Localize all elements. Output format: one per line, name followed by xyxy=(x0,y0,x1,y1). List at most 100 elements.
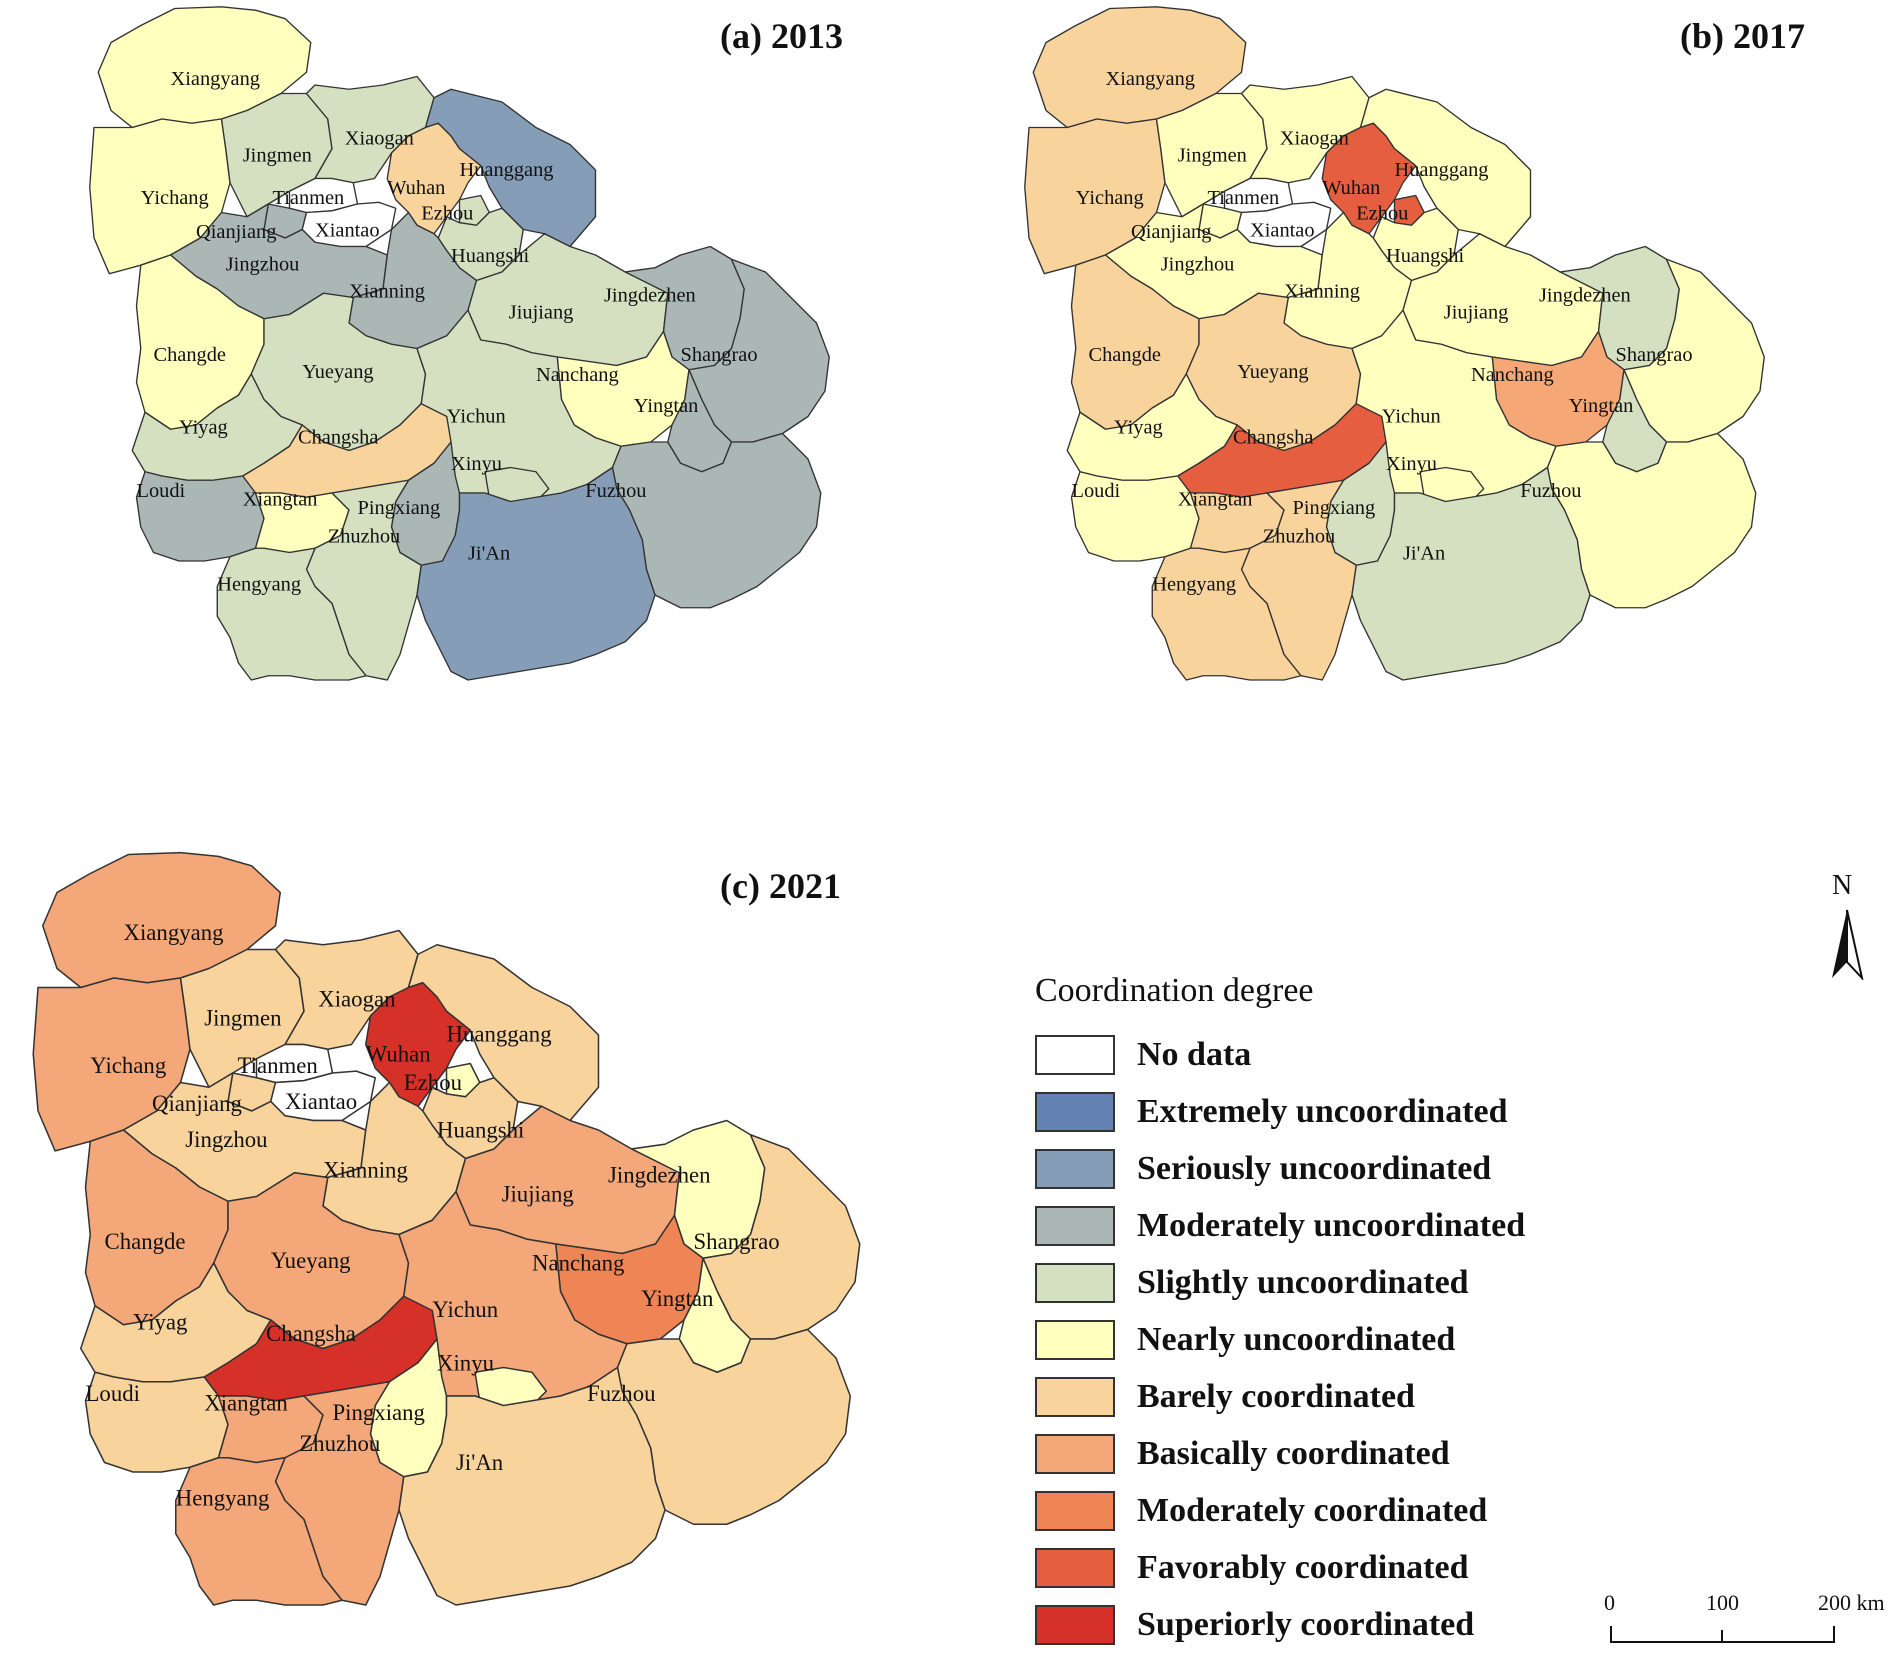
city-label-wuhan: Wuhan xyxy=(366,1042,432,1067)
city-label-yichun: Yichun xyxy=(1382,405,1441,427)
city-label-changsha: Changsha xyxy=(298,427,378,449)
city-label-yingtan: Yingtan xyxy=(634,395,699,417)
city-label-yichun: Yichun xyxy=(432,1297,498,1322)
legend-item: Moderately uncoordinated xyxy=(1035,1197,1525,1254)
legend-label: Seriously uncoordinated xyxy=(1137,1149,1492,1187)
city-label-huanggang: Huanggang xyxy=(447,1022,552,1047)
city-label-xiangyang: Xiangyang xyxy=(124,920,224,945)
city-label-xiangtan: Xiangtan xyxy=(1178,489,1253,511)
city-label-pingxiang: Pingxiang xyxy=(1293,497,1376,519)
region-wuhan xyxy=(386,122,482,235)
region-hengyang xyxy=(1151,547,1302,681)
legend: Coordination degree No data Extremely unc… xyxy=(1035,972,1525,1653)
legend-item: Favorably coordinated xyxy=(1035,1539,1525,1596)
region-hengyang xyxy=(174,1456,343,1606)
city-label-jingdezhen: Jingdezhen xyxy=(604,285,696,307)
legend-swatch xyxy=(1035,1091,1115,1132)
legend-swatch xyxy=(1035,1433,1115,1474)
region-wuhan xyxy=(1321,122,1417,235)
city-label-changde: Changde xyxy=(1089,344,1161,366)
legend-item: Nearly uncoordinated xyxy=(1035,1311,1525,1368)
city-label-xiangtan: Xiangtan xyxy=(204,1390,288,1415)
legend-swatch xyxy=(1035,1148,1115,1189)
city-label-jingmen: Jingmen xyxy=(243,144,312,166)
legend-item: Slightly uncoordinated xyxy=(1035,1254,1525,1311)
city-label-jian: Ji'An xyxy=(468,542,510,564)
city-label-xiangtan: Xiangtan xyxy=(243,489,318,511)
panel-title-c: (c) 2021 xyxy=(720,866,841,906)
legend-item: Superiorly coordinated xyxy=(1035,1596,1525,1653)
city-label-hengyang: Hengyang xyxy=(217,574,301,596)
city-label-xinyu: Xinyu xyxy=(437,1350,495,1375)
city-label-fuzhou: Fuzhou xyxy=(587,1381,656,1406)
city-label-yingtan: Yingtan xyxy=(641,1286,714,1311)
region-jian xyxy=(1351,466,1591,681)
legend-swatch xyxy=(1035,1547,1115,1588)
city-label-hengyang: Hengyang xyxy=(176,1485,270,1510)
city-label-pingxiang: Pingxiang xyxy=(333,1400,425,1425)
city-label-jian: Ji'An xyxy=(1403,542,1445,564)
city-label-jingdezhen: Jingdezhen xyxy=(608,1162,711,1187)
city-label-fuzhou: Fuzhou xyxy=(585,480,646,502)
city-label-yueyang: Yueyang xyxy=(271,1248,351,1273)
city-label-xianning: Xianning xyxy=(349,280,425,302)
north-arrow: N xyxy=(1822,870,1872,982)
city-label-xiangyang: Xiangyang xyxy=(170,68,259,90)
region-jian xyxy=(398,1366,666,1606)
city-label-yiyag: Yiyag xyxy=(1114,417,1163,439)
city-label-yichang: Yichang xyxy=(141,187,209,209)
city-label-jiujiang: Jiujiang xyxy=(1444,302,1509,324)
scale-tick-200: 200 km xyxy=(1818,1590,1885,1615)
city-label-yueyang: Yueyang xyxy=(1237,361,1308,383)
scale-bar-line xyxy=(1610,1626,1835,1643)
city-label-shangrao: Shangrao xyxy=(680,344,757,366)
region-hengyang xyxy=(216,547,367,681)
city-label-xianning: Xianning xyxy=(1284,280,1360,302)
legend-swatch xyxy=(1035,1604,1115,1645)
legend-item: Moderately coordinated xyxy=(1035,1482,1525,1539)
city-label-tianmen: Tianmen xyxy=(238,1053,319,1078)
city-label-loudi: Loudi xyxy=(86,1381,140,1406)
city-label-changde: Changde xyxy=(105,1229,186,1254)
city-label-yichun: Yichun xyxy=(447,405,506,427)
city-label-jiujiang: Jiujiang xyxy=(502,1181,574,1206)
city-label-jingmen: Jingmen xyxy=(204,1006,282,1031)
city-label-jingmen: Jingmen xyxy=(1178,144,1247,166)
legend-label: Superiorly coordinated xyxy=(1137,1605,1475,1643)
city-label-xiangyang: Xiangyang xyxy=(1106,68,1195,90)
city-label-yueyang: Yueyang xyxy=(302,361,373,383)
legend-swatch xyxy=(1035,1319,1115,1360)
legend-swatch xyxy=(1035,1262,1115,1303)
legend-item: Basically coordinated xyxy=(1035,1425,1525,1482)
city-label-ezhou: Ezhou xyxy=(1356,202,1408,224)
city-label-yingtan: Yingtan xyxy=(1569,395,1634,417)
city-label-xiantao: Xiantao xyxy=(315,219,380,241)
city-label-changsha: Changsha xyxy=(266,1321,356,1346)
city-label-changsha: Changsha xyxy=(1233,427,1313,449)
city-label-loudi: Loudi xyxy=(137,480,186,502)
city-label-jingzhou: Jingzhou xyxy=(185,1127,268,1152)
north-arrow-icon xyxy=(1832,909,1864,982)
legend-label: Favorably coordinated xyxy=(1137,1548,1469,1586)
city-label-huangshi: Huangshi xyxy=(437,1118,524,1143)
panel-title-b: (b) 2017 xyxy=(1680,16,1805,56)
city-label-nanchang: Nanchang xyxy=(536,364,619,386)
city-label-huangshi: Huangshi xyxy=(451,245,529,267)
map-panel-2017: Xiangyang Yichang Jingmen Xiaogan Wuhan Huang… xyxy=(1024,6,1765,681)
legend-label: Basically coordinated xyxy=(1137,1434,1450,1472)
city-label-huanggang: Huanggang xyxy=(1395,159,1489,181)
city-label-changde: Changde xyxy=(154,344,226,366)
scale-bar: 0 100 200 km xyxy=(1604,1590,1885,1650)
city-label-xianning: Xianning xyxy=(323,1158,408,1183)
legend-rows: No data Extremely uncoordinated Seriously … xyxy=(1035,1026,1525,1653)
city-label-tianmen: Tianmen xyxy=(273,187,345,209)
legend-swatch xyxy=(1035,1490,1115,1531)
city-label-zhuzhou: Zhuzhou xyxy=(328,525,400,547)
north-arrow-label: N xyxy=(1832,870,1853,901)
city-label-xiaogan: Xiaogan xyxy=(318,987,396,1012)
scale-tick-0: 0 xyxy=(1604,1590,1615,1615)
city-label-xinyu: Xinyu xyxy=(1386,453,1437,475)
city-label-huanggang: Huanggang xyxy=(460,159,554,181)
city-label-qianjiang: Qianjiang xyxy=(196,221,276,243)
city-label-jian: Ji'An xyxy=(456,1450,504,1475)
